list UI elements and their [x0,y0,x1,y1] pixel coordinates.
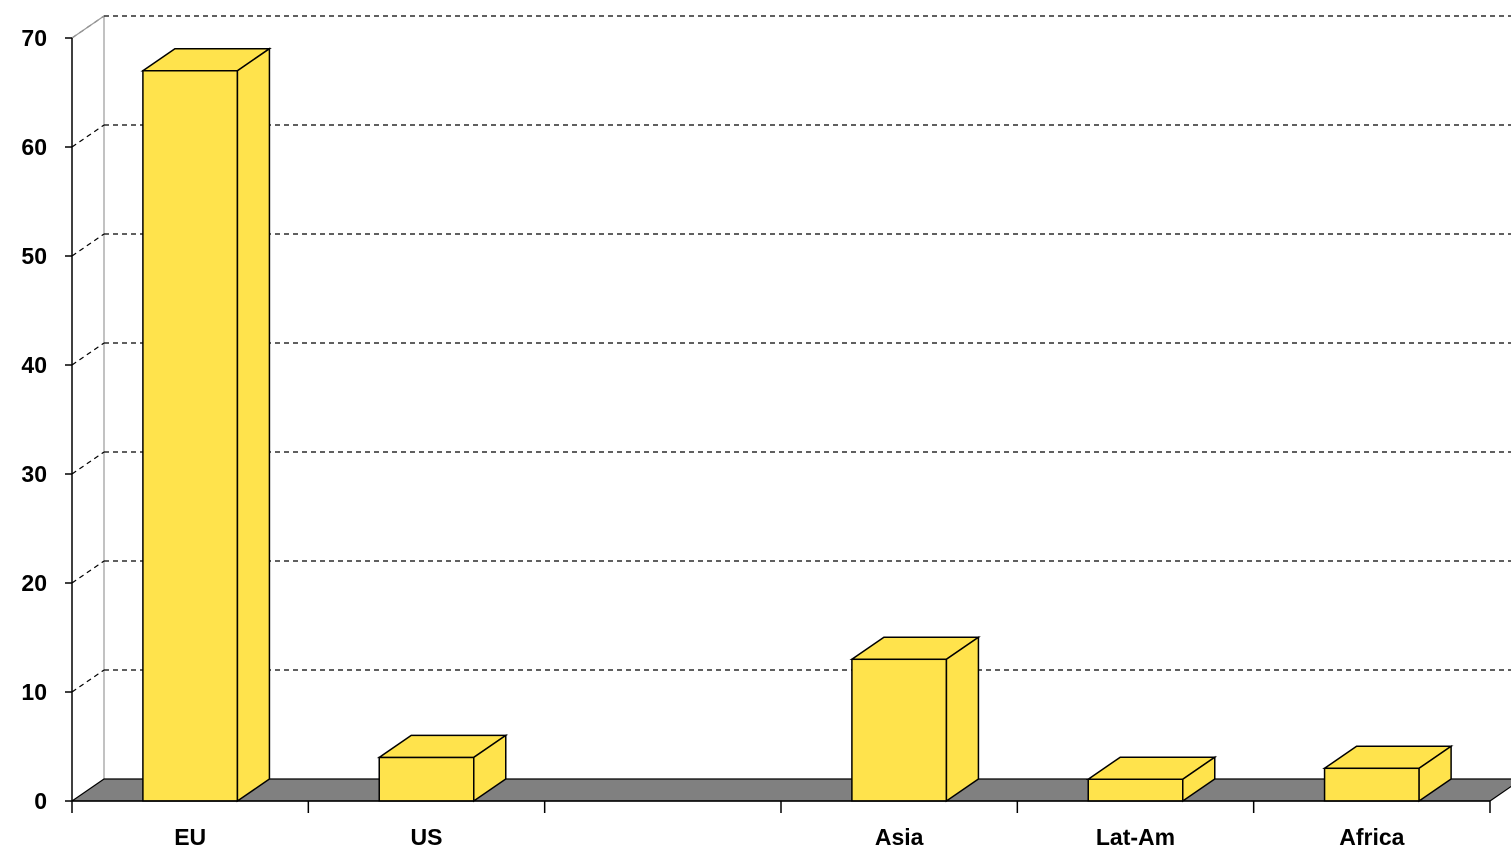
x-category-label: EU [174,824,206,850]
bar-front [1087,778,1184,802]
bar [376,733,509,803]
gridline-diagonal [71,560,105,584]
bar-side [945,635,980,803]
axes [65,37,1491,813]
gridline-diagonal [71,233,105,257]
labels: 0 10 20 30 40 50 60 70 EU US Asia Lat-Am Africa [21,25,1404,850]
bar-front [851,658,948,802]
gridline-diagonal [71,669,105,693]
y-tick-label: 0 [34,788,47,814]
chart-floor [70,778,1511,802]
bar-front [142,69,239,802]
x-category-label: US [411,824,443,850]
y-tick-label: 50 [21,243,47,269]
x-category-label: Africa [1339,824,1404,850]
back-wall-top-diagonal [71,15,105,39]
y-tick-label: 10 [21,679,47,705]
y-tick-label: 20 [21,570,47,596]
bars [140,47,1454,803]
bar-side [1418,744,1452,803]
x-category-label: Lat-Am [1096,824,1175,850]
gridline-diagonal [71,342,105,366]
chart-back-wall [71,15,1511,779]
bar [849,635,981,803]
y-tick-label: 40 [21,352,47,378]
bar [1085,755,1218,803]
bar-front [1323,767,1420,802]
x-category-label: Asia [875,824,924,850]
bar [1322,744,1454,803]
bar [140,47,272,803]
y-tick-label: 70 [21,25,47,51]
bar-side [473,733,507,803]
gridline-diagonal [71,124,105,148]
y-tick-label: 30 [21,461,47,487]
bar-side [236,47,271,803]
gridline-diagonal [71,451,105,475]
bar-front [378,756,475,802]
bar-side [1182,755,1216,803]
chart-floor-plane [70,778,1511,802]
y-tick-label: 60 [21,134,47,160]
